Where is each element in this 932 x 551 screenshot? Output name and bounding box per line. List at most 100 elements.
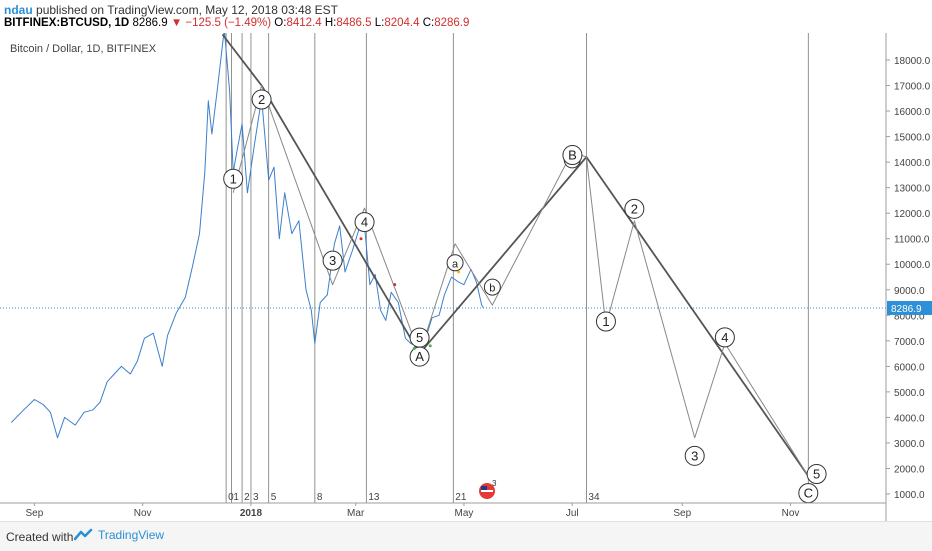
high-label: H: [324, 17, 337, 29]
wave-label: b [489, 283, 495, 295]
time-axis[interactable]: Sep Nov 2018 Mar May Jul Sep Nov [26, 503, 800, 519]
vertical-line-label: 3 [253, 492, 259, 503]
wave-label: 3 [691, 448, 698, 463]
vertical-line-label: 13 [368, 492, 380, 503]
price-axis[interactable]: 1000.0 2000.0 3000.0 4000.0 5000.0 6000.0 7000… [886, 56, 932, 501]
chart-title: Bitcoin / Dollar, 1D, BITFINEX [10, 43, 157, 55]
price-tick-label: 7000.0 [894, 337, 925, 348]
price-tick-label: 6000.0 [894, 362, 925, 373]
wave-label-circle [354, 212, 375, 233]
open-label: O: [274, 17, 287, 29]
wave-label: 3 [329, 253, 336, 268]
price-tick-label: 15000.0 [894, 133, 931, 144]
price-tick-label: 14000.0 [894, 158, 931, 169]
price-tick-label: 4000.0 [894, 413, 925, 424]
vertical-lines [225, 33, 809, 503]
price-tick-label: 10000.0 [894, 260, 931, 271]
price-tick-label: 18000.0 [894, 56, 931, 67]
signal-dot [457, 270, 461, 274]
wave-label-circle [595, 311, 616, 332]
event-badge[interactable]: 3 [479, 479, 497, 499]
price-tick-label: 16000.0 [894, 107, 931, 118]
flag-canton [481, 486, 488, 490]
time-tick-label: Nov [782, 508, 800, 519]
wave-label: 1 [602, 314, 609, 329]
plot-area[interactable] [0, 33, 886, 503]
wave-label-circle [562, 145, 583, 166]
last-price-tag-label: 8286.9 [891, 304, 922, 315]
last-price-tag [887, 300, 932, 315]
vertical-line-label: 2 [244, 492, 250, 503]
author-name[interactable]: ndau [4, 3, 33, 17]
wave-label: 4 [721, 330, 728, 345]
wave-label: C [804, 486, 813, 501]
time-tick-label: Jul [566, 508, 579, 519]
signal-dot [359, 237, 363, 241]
tradingview-link[interactable]: TradingView [74, 528, 164, 542]
wave-label: 5 [416, 330, 423, 345]
time-tick-label: Mar [347, 508, 365, 519]
publish-line: ndau published on TradingView.com, May 1… [4, 3, 338, 17]
price-tick-label: 9000.0 [894, 286, 925, 297]
vertical-line-label: 21 [455, 492, 467, 503]
wave-label: B [568, 148, 577, 163]
wave-label: 2 [258, 92, 265, 107]
signal-dot [412, 346, 416, 350]
vertical-line-label: 8 [317, 492, 323, 503]
wave-annotations: 12345AabcB1234C5 [223, 89, 827, 504]
wave-label: 5 [813, 467, 820, 482]
change-value: −125.5 (−1.49%) [185, 17, 272, 29]
wave-label-circle [483, 278, 501, 296]
time-tick-label: Nov [134, 508, 152, 519]
signal-dot [428, 344, 432, 348]
vertical-line-label: 0 [228, 492, 234, 503]
high-value: 8486.5 [336, 17, 372, 29]
time-tick-label: Sep [26, 508, 44, 519]
time-tick-label: May [454, 508, 473, 519]
price-tick-label: 8000.0 [894, 311, 925, 322]
wave-label-circle [806, 464, 827, 485]
price-tick-label: 11000.0 [894, 235, 930, 246]
wave-label: a [452, 258, 459, 270]
price-tick-label: 5000.0 [894, 388, 925, 399]
low-value: 8204.4 [384, 17, 420, 29]
vertical-line-label: 1 [233, 492, 239, 503]
wave-label-circle [251, 89, 272, 110]
event-count: 3 [492, 479, 497, 488]
price-markers [359, 237, 461, 350]
time-tick-label: Sep [673, 508, 691, 519]
change-arrow: ▼ [170, 17, 183, 29]
quote-line: BITFINEX:BTCUSD, 1D 8286.9 ▼ −125.5 (−1.… [4, 17, 469, 29]
symbol-label: BITFINEX:BTCUSD, 1D [4, 17, 130, 29]
wave-label: 1 [230, 171, 237, 186]
published-text: published on TradingView.com, May 12, 20… [36, 3, 338, 17]
footer: Created with TradingView [0, 521, 932, 551]
tradingview-brand[interactable]: TradingView [98, 528, 165, 542]
wave-label-circle [409, 346, 430, 367]
wave-label-circle [446, 254, 464, 272]
wave-label-circle [223, 168, 244, 189]
tradingview-logo-icon [74, 528, 93, 541]
low-label: L: [374, 17, 385, 29]
open-value: 8412.4 [286, 17, 322, 29]
price-tick-label: 13000.0 [894, 184, 931, 195]
vertical-line-labels: 0 1 2 3 5 8 13 21 34 [228, 492, 600, 503]
signal-dot [393, 283, 397, 287]
time-tick-label: 2018 [240, 508, 263, 519]
price-tick-label: 1000.0 [894, 490, 925, 501]
wave-label: 4 [361, 215, 368, 230]
wave-label-circle [714, 327, 735, 348]
price-tick-label: 2000.0 [894, 464, 925, 475]
wave-label: A [415, 349, 424, 364]
vertical-line-label: 34 [588, 492, 600, 503]
price-tick-label: 3000.0 [894, 439, 925, 450]
price-tick-label: 17000.0 [894, 82, 931, 93]
vertical-line-label: 5 [271, 492, 277, 503]
flag-stripe [481, 490, 494, 492]
wave-label-circle [322, 250, 343, 271]
wave-label: 2 [631, 201, 638, 216]
wave-label-circle [624, 198, 645, 219]
wave-label-circle [684, 445, 705, 466]
price-tick-label: 12000.0 [894, 209, 931, 220]
